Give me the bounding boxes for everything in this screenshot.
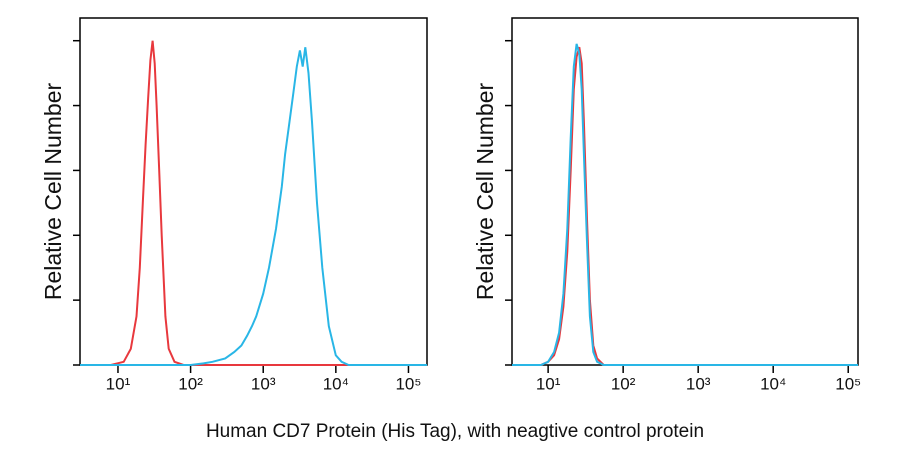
x-tick-label: 10²: [611, 374, 636, 393]
histogram-line: [512, 46, 858, 366]
x-tick-label: 10⁵: [835, 374, 861, 393]
x-tick-label: 10¹: [106, 374, 131, 393]
x-tick-label: 10³: [686, 374, 711, 393]
x-tick-label: 10⁴: [323, 374, 349, 393]
x-axis-caption: Human CD7 Protein (His Tag), with neagti…: [206, 421, 704, 442]
x-tick-label: 10³: [251, 374, 276, 393]
x-tick-label: 10⁵: [395, 374, 421, 393]
y-axis-label: Relative Cell Number: [40, 83, 66, 301]
x-tick-label: 10¹: [536, 374, 561, 393]
y-axis-label: Relative Cell Number: [472, 83, 498, 301]
histogram-line: [80, 47, 427, 366]
histogram-line: [512, 43, 858, 366]
plot-frame: [79, 17, 428, 366]
histogram-line: [80, 40, 427, 366]
x-tick-label: 10²: [178, 374, 203, 393]
x-tick-label: 10⁴: [760, 374, 786, 393]
plot-frame: [511, 17, 859, 366]
